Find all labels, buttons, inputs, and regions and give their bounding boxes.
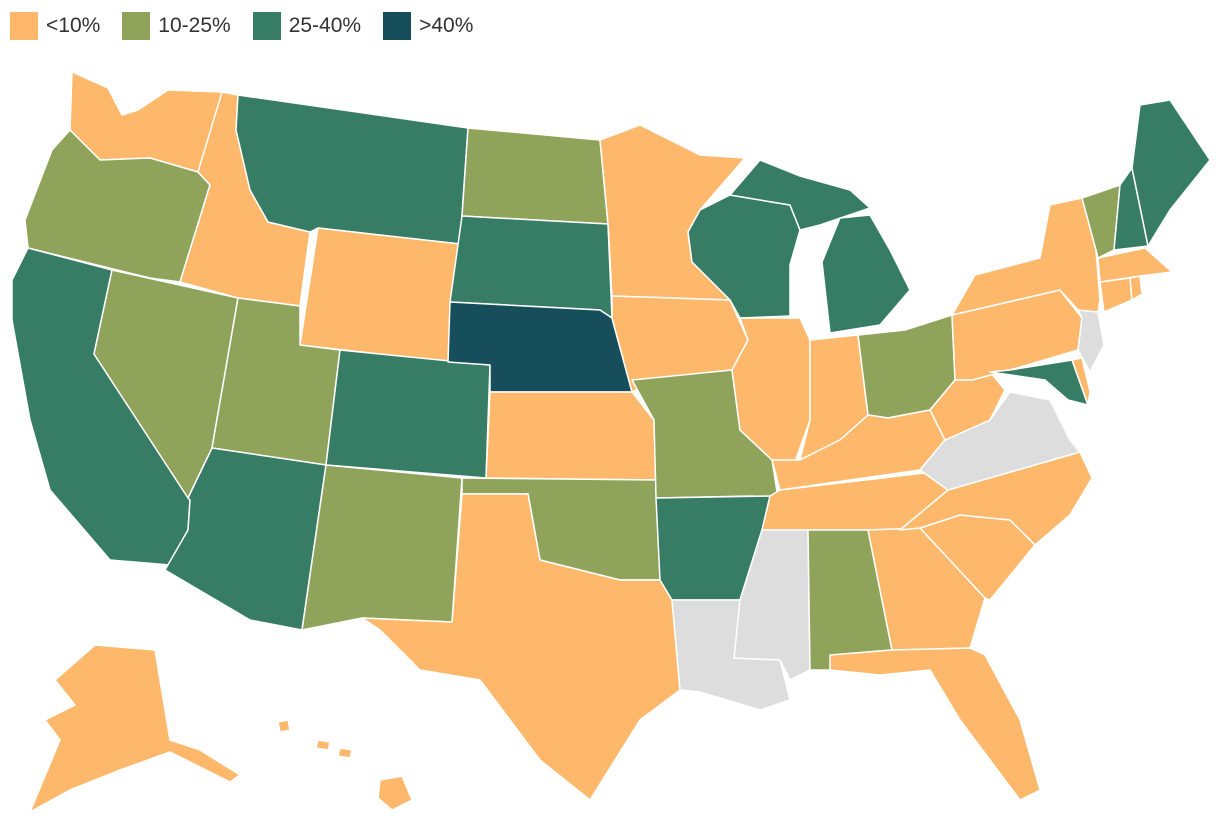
state-mi-lower[interactable] [821,214,911,334]
legend-label: 25-40% [288,14,362,37]
state-ak[interactable] [29,644,241,813]
legend-label: <10% [46,14,101,37]
state-hi-big-island[interactable] [377,775,413,811]
legend-swatch [10,12,38,40]
legend-item-over-40: >40% [383,12,473,40]
state-nd[interactable] [461,127,609,225]
state-hi[interactable] [277,719,291,733]
legend-swatch [122,12,151,40]
state-nm[interactable] [301,464,463,631]
state-co[interactable] [325,349,491,479]
state-ri[interactable] [1129,275,1143,301]
state-ma[interactable] [1097,247,1173,283]
legend-item-10-25: 10-25% [122,12,231,40]
state-wy[interactable] [299,227,461,363]
state-mi[interactable] [729,159,871,231]
state-ny[interactable] [951,197,1101,316]
state-fl[interactable] [829,647,1041,801]
legend-label: >40% [419,14,474,37]
state-vt[interactable] [1081,184,1121,259]
state-ks[interactable] [485,391,657,481]
state-ct[interactable] [1099,277,1133,313]
state-mt[interactable] [235,94,469,245]
state-hi-molokai[interactable] [337,747,353,759]
legend-item-25-40: 25-40% [252,12,362,40]
legend: <10% 10-25% 25-40% >40% [10,12,473,40]
state-hi-maui[interactable] [315,739,331,751]
state-tx[interactable] [361,493,681,801]
legend-swatch [383,12,412,40]
state-de[interactable] [1071,357,1091,406]
legend-swatch [252,12,281,40]
legend-item-under-10: <10% [10,12,100,40]
state-me[interactable] [1131,99,1211,247]
legend-label: 10-25% [158,14,231,37]
